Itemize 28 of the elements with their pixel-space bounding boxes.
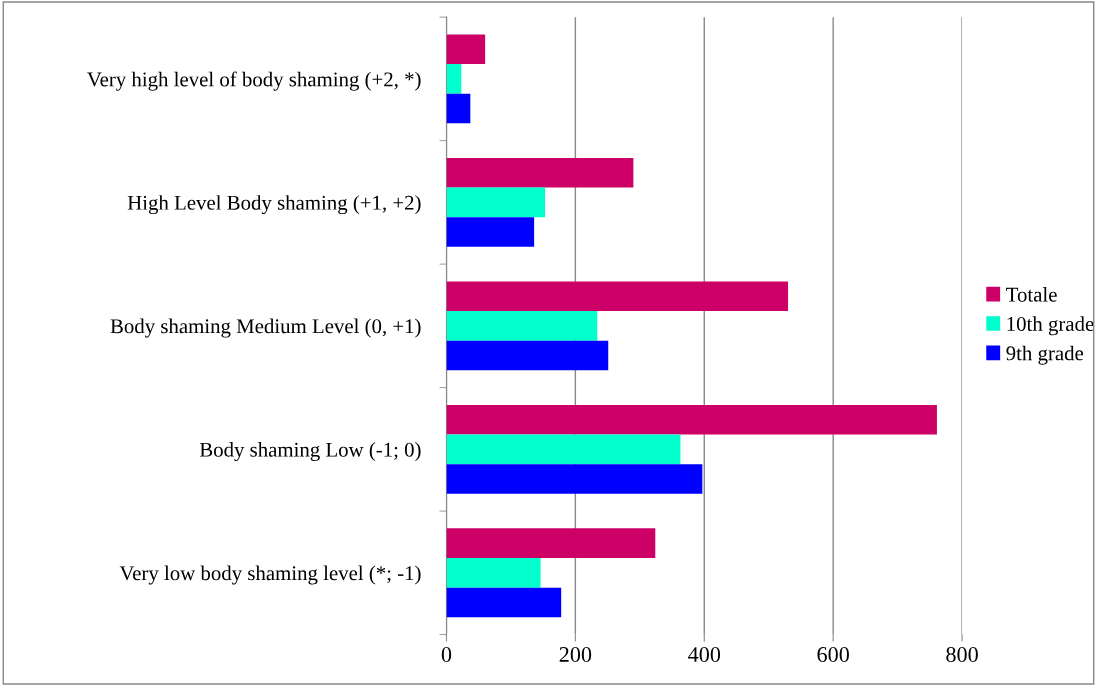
bar	[446, 340, 609, 371]
bar	[446, 157, 634, 188]
bar	[446, 587, 562, 618]
bar	[446, 93, 471, 124]
y-tick-label: High Level Body shaming (+1, +2)	[127, 195, 421, 215]
y-tick-label: Very low body shaming level (*; -1)	[119, 565, 421, 585]
x-tick-label: 200	[559, 647, 592, 662]
bar	[446, 281, 789, 312]
legend-label: Totale	[1006, 287, 1057, 302]
bar	[446, 464, 703, 494]
bar	[446, 64, 462, 94]
x-tick-label: 600	[817, 647, 849, 662]
bar	[446, 557, 541, 588]
x-tick-label: 400	[688, 647, 721, 662]
bar	[446, 434, 681, 465]
bar	[446, 217, 535, 247]
bar	[446, 404, 937, 435]
x-tick-label: 0	[441, 647, 452, 662]
y-tick-label: Very high level of body shaming (+2, *)	[87, 71, 421, 91]
y-tick-label: Body shaming Medium Level (0, +1)	[110, 318, 421, 338]
x-tick-label: 800	[946, 647, 978, 662]
legend-label: 9th grade	[1006, 345, 1084, 365]
bar	[446, 34, 486, 65]
legend-label: 10th grade	[1007, 316, 1094, 336]
y-tick-label: Body shaming Low (-1; 0)	[199, 442, 421, 462]
bar	[446, 528, 656, 558]
bar	[446, 311, 598, 341]
bar	[446, 187, 546, 218]
